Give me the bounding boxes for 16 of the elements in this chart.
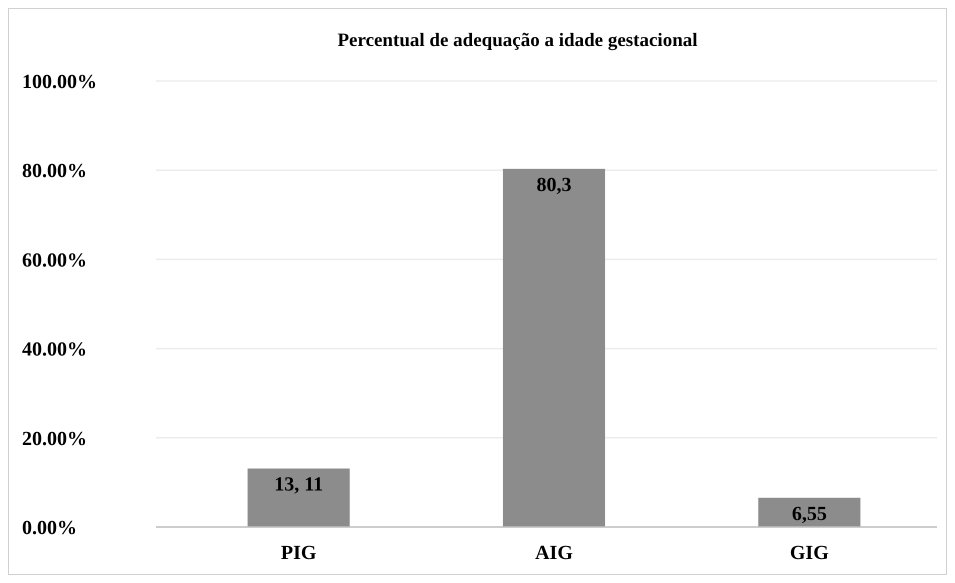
data-label: 6,55 bbox=[792, 502, 827, 525]
x-tick-label: PIG bbox=[280, 542, 317, 564]
bar bbox=[758, 498, 860, 527]
x-tick-label: GIG bbox=[790, 542, 830, 564]
y-tick-label: 0.00% bbox=[22, 517, 77, 539]
y-tick-label: 100.00% bbox=[22, 71, 97, 93]
data-label: 80,3 bbox=[536, 174, 572, 196]
bar bbox=[502, 168, 606, 527]
bar bbox=[248, 468, 350, 527]
y-tick-label: 20.00% bbox=[22, 428, 87, 450]
y-tick-label: 60.00% bbox=[22, 249, 87, 272]
data-label: 13, 11 bbox=[274, 474, 324, 496]
y-tick-label: 40.00% bbox=[22, 338, 87, 361]
y-tick-label: 80.00% bbox=[22, 160, 87, 182]
x-tick-label: AIG bbox=[535, 542, 574, 564]
chart-title: Percentual de adequação a idade gestacional bbox=[337, 30, 698, 51]
